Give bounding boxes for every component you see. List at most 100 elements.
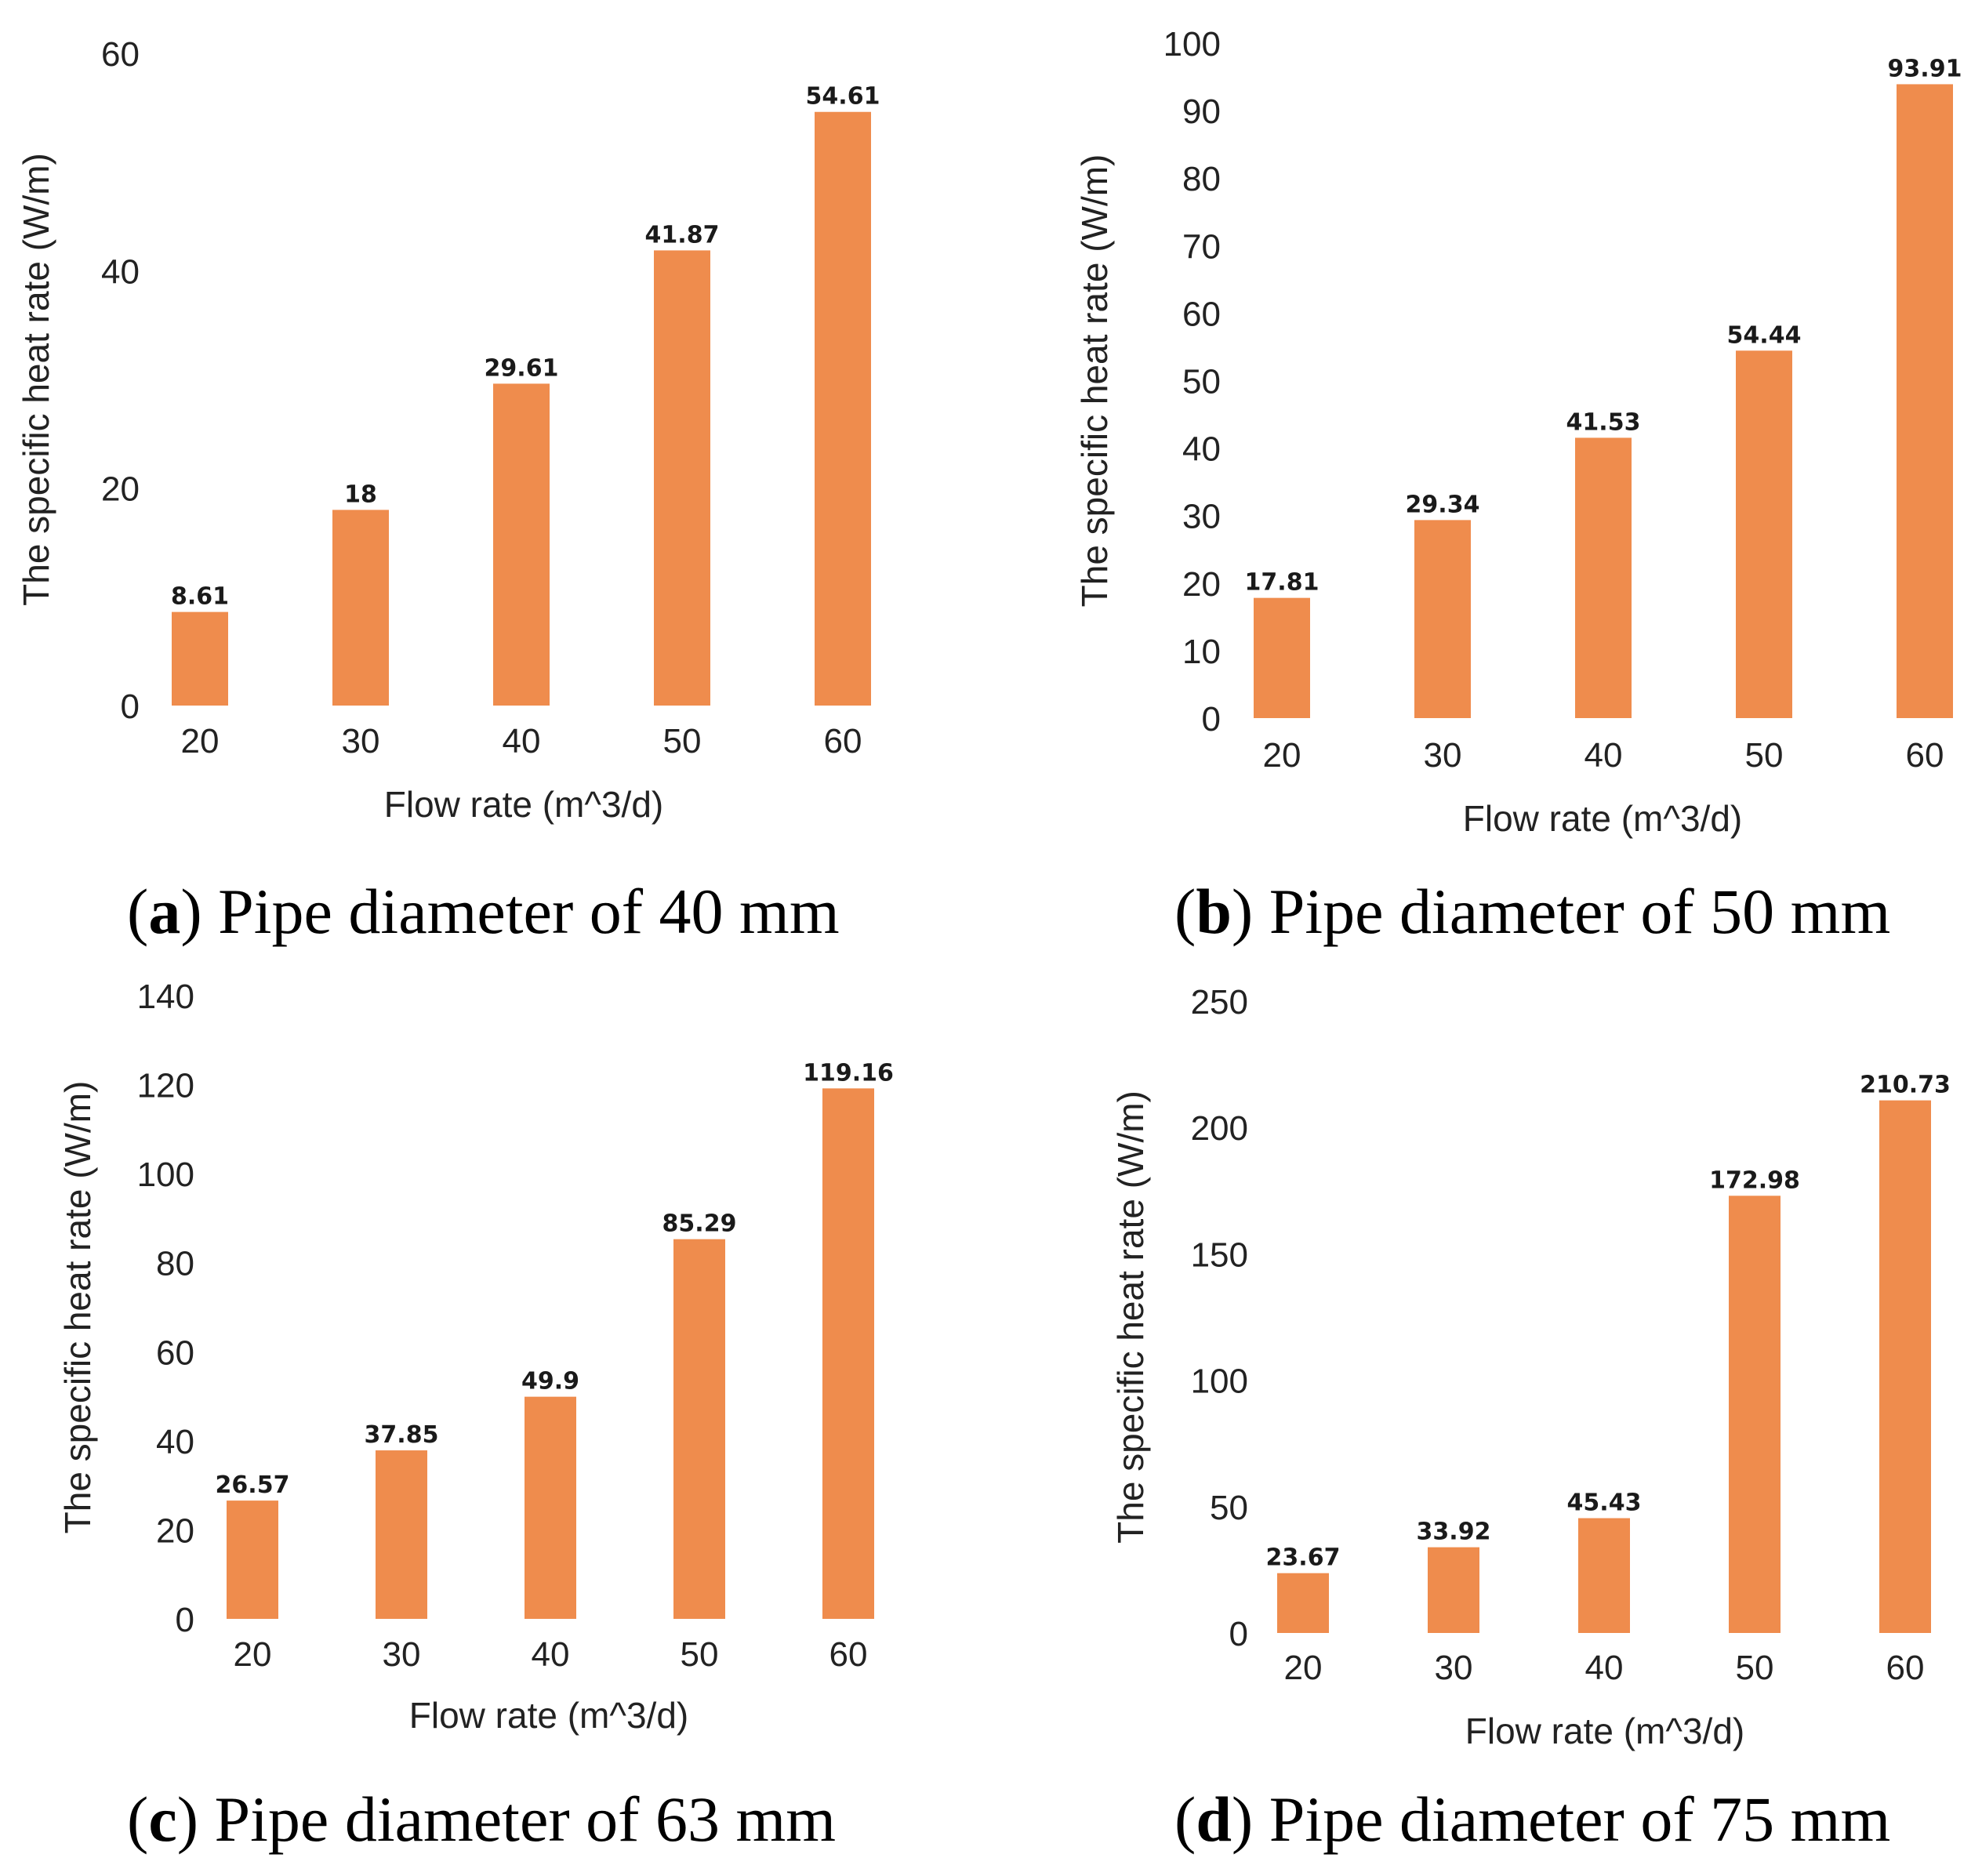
- y-axis-label-a: The specific heat rate (W/m): [16, 153, 56, 606]
- y-tick-label-b: 80: [1182, 160, 1221, 198]
- bar-value-label-d-20: 23.67: [1266, 1544, 1341, 1572]
- bar-value-label-c-50: 85.29: [662, 1210, 737, 1238]
- bar-a-50: [654, 250, 710, 706]
- caption-text-b: Pipe diameter of 50 mm: [1269, 876, 1891, 947]
- bar-d-40: [1578, 1518, 1630, 1633]
- x-tick-label-a: 50: [663, 722, 702, 760]
- y-tick-label-c: 60: [156, 1334, 194, 1372]
- bar-a-40: [493, 383, 550, 706]
- bar-value-label-a-40: 29.61: [485, 354, 559, 382]
- bar-chart-b: 0 10 20 30 40 50 60 70 80 90 100 17.81 20 29.34 30 41.5…: [1074, 25, 1962, 839]
- bar-chart-c: 0 20 40 60 80 100 120 140 26.57 20 37.85 30 49.9 40 85…: [57, 978, 894, 1736]
- y-tick-label-d: 100: [1191, 1363, 1248, 1401]
- caption-a: (a) Pipe diameter of 40 mm: [127, 876, 840, 947]
- bar-value-label-b-20: 17.81: [1245, 569, 1320, 597]
- bar-b-20: [1254, 597, 1310, 718]
- bar-value-label-b-50: 54.44: [1727, 321, 1802, 349]
- x-tick-label-a: 60: [824, 722, 862, 760]
- y-tick-label-d: 250: [1191, 983, 1248, 1021]
- x-tick-label-a: 30: [342, 722, 380, 760]
- y-tick-label-b: 0: [1202, 700, 1221, 738]
- bar-value-label-c-30: 37.85: [365, 1421, 439, 1449]
- caption-letter-c: c: [148, 1783, 177, 1855]
- bar-a-30: [332, 510, 389, 706]
- x-tick-label-d: 60: [1886, 1649, 1925, 1687]
- y-tick-label-b: 90: [1182, 93, 1221, 131]
- bar-c-50: [673, 1239, 725, 1619]
- caption-text-d: Pipe diameter of 75 mm: [1269, 1783, 1891, 1855]
- bar-d-50: [1729, 1196, 1781, 1633]
- chart-panel-d: 0 50 100 150 200 250 23.67 20 33.92 30 45.43 40 172.…: [1058, 964, 1982, 1751]
- x-axis-label-c: Flow rate (m^3/d): [409, 1695, 688, 1736]
- x-tick-label-b: 20: [1263, 736, 1301, 775]
- y-tick-label-a: 40: [101, 252, 140, 291]
- y-tick-label-b: 20: [1182, 565, 1221, 604]
- caption-letter-a: a: [148, 876, 181, 947]
- y-tick-label-b: 50: [1182, 363, 1221, 401]
- y-tick-label-b: 40: [1182, 430, 1221, 469]
- y-tick-label-c: 140: [137, 978, 194, 1016]
- y-tick-label-d: 50: [1210, 1489, 1248, 1527]
- bar-b-60: [1897, 84, 1953, 719]
- caption-letter-b: b: [1196, 876, 1232, 947]
- y-tick-label-a: 0: [121, 688, 140, 726]
- x-axis-label-b: Flow rate (m^3/d): [1463, 798, 1742, 839]
- bar-value-label-a-30: 18: [344, 481, 377, 508]
- y-tick-label-b: 60: [1182, 295, 1221, 333]
- x-axis-label-a: Flow rate (m^3/d): [384, 784, 663, 825]
- bar-value-label-a-60: 54.61: [806, 83, 880, 111]
- bar-c-20: [227, 1500, 278, 1619]
- bar-value-label-c-40: 49.9: [521, 1368, 579, 1395]
- y-axis-label-d: The specific heat rate (W/m): [1110, 1090, 1151, 1544]
- chart-panel-a: 0 20 40 60 8.61 20 18 30 29.61 40 41.87 50 54.61 60 Fl…: [0, 0, 1019, 862]
- caption-text-c: Pipe diameter of 63 mm: [214, 1783, 837, 1855]
- y-tick-label-c: 100: [137, 1156, 194, 1194]
- x-tick-label-d: 20: [1284, 1649, 1323, 1687]
- x-tick-label-a: 20: [181, 722, 220, 760]
- y-tick-label-d: 200: [1191, 1109, 1248, 1148]
- caption-b: (b) Pipe diameter of 50 mm: [1174, 876, 1891, 947]
- bar-b-40: [1575, 437, 1632, 718]
- y-tick-label-c: 120: [137, 1067, 194, 1105]
- chart-panel-c: 0 20 40 60 80 100 120 140 26.57 20 37.85 30 49.9 40 85…: [0, 964, 1035, 1748]
- x-axis-label-d: Flow rate (m^3/d): [1465, 1711, 1744, 1751]
- y-tick-label-c: 20: [156, 1511, 194, 1550]
- y-tick-label-b: 100: [1163, 25, 1221, 64]
- x-tick-label-b: 60: [1906, 736, 1944, 775]
- y-tick-label-c: 80: [156, 1245, 194, 1283]
- bar-b-30: [1414, 520, 1471, 718]
- bar-value-label-b-30: 29.34: [1406, 491, 1480, 518]
- y-tick-label-a: 60: [101, 35, 140, 74]
- bar-a-60: [815, 111, 871, 706]
- bar-a-20: [172, 611, 228, 706]
- y-tick-label-b: 30: [1182, 498, 1221, 536]
- bar-chart-a: 0 20 40 60 8.61 20 18 30 29.61 40 41.87 50 54.61 60 Fl…: [16, 35, 880, 825]
- bar-c-40: [525, 1396, 576, 1619]
- x-tick-label-d: 50: [1736, 1649, 1774, 1687]
- y-axis-label-b: The specific heat rate (W/m): [1074, 154, 1115, 608]
- y-tick-label-d: 150: [1191, 1236, 1248, 1274]
- x-tick-label-c: 30: [383, 1635, 421, 1674]
- y-tick-label-c: 40: [156, 1423, 194, 1461]
- y-tick-label-a: 20: [101, 470, 140, 509]
- bar-value-label-d-30: 33.92: [1417, 1519, 1491, 1546]
- caption-text-a: Pipe diameter of 40 mm: [218, 876, 840, 947]
- x-tick-label-b: 30: [1424, 736, 1462, 775]
- caption-c: (c) Pipe diameter of 63 mm: [127, 1783, 837, 1855]
- bar-value-label-d-50: 172.98: [1709, 1167, 1800, 1194]
- bar-d-60: [1879, 1100, 1931, 1633]
- bar-value-label-c-60: 119.16: [803, 1059, 894, 1087]
- bar-value-label-c-20: 26.57: [216, 1471, 290, 1499]
- bar-value-label-d-60: 210.73: [1860, 1072, 1951, 1099]
- bar-value-label-b-60: 93.91: [1888, 55, 1962, 82]
- x-tick-label-a: 40: [503, 722, 541, 760]
- x-tick-label-c: 20: [234, 1635, 272, 1674]
- x-tick-label-b: 40: [1585, 736, 1623, 775]
- bar-value-label-a-50: 41.87: [645, 221, 720, 249]
- x-tick-label-b: 50: [1745, 736, 1784, 775]
- y-tick-label-b: 10: [1182, 633, 1221, 671]
- x-tick-label-d: 30: [1435, 1649, 1473, 1687]
- bar-d-20: [1277, 1573, 1329, 1633]
- caption-d: (d) Pipe diameter of 75 mm: [1174, 1783, 1891, 1855]
- bar-value-label-b-40: 41.53: [1566, 408, 1641, 436]
